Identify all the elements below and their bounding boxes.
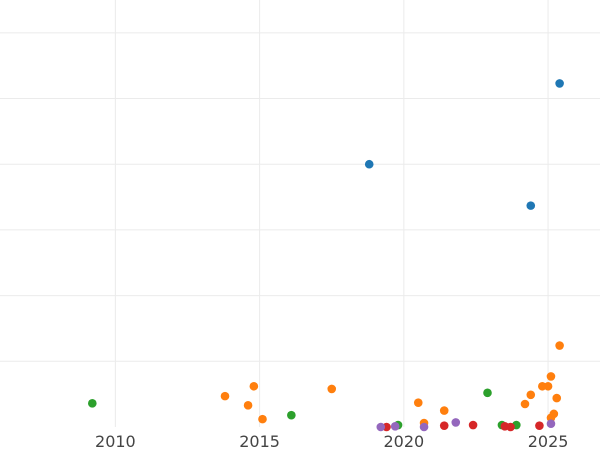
x-tick-label: 2020 [383,432,424,450]
data-point [468,420,478,430]
x-tick-label: 2010 [95,432,136,450]
data-point [376,422,386,432]
data-point [520,399,530,409]
data-point [439,406,449,415]
data-point [419,422,429,432]
data-point [243,401,253,410]
data-point [451,418,461,427]
data-point [88,399,97,408]
data-point [555,341,564,350]
data-point [220,391,230,401]
data-point [413,398,423,407]
data-point [364,159,374,169]
data-point [546,372,556,381]
data-point [439,421,449,430]
data-points [88,79,564,432]
x-axis-ticks: 2010 2015 2020 2025 [95,432,568,450]
data-point [526,201,536,210]
data-point [546,419,556,429]
data-point [526,390,536,400]
data-point [549,409,559,419]
data-point [535,421,544,430]
plot-area [0,0,600,427]
data-point [552,393,562,403]
data-point [249,381,259,391]
x-tick-label: 2015 [239,432,280,450]
data-point [258,414,267,424]
data-point [555,79,564,88]
data-point [543,381,553,391]
data-point [483,388,492,398]
data-point [327,384,337,394]
data-point [390,422,400,431]
data-point [287,410,296,420]
x-tick-label: 2025 [528,432,569,450]
grid [0,0,600,427]
data-point [506,422,515,432]
